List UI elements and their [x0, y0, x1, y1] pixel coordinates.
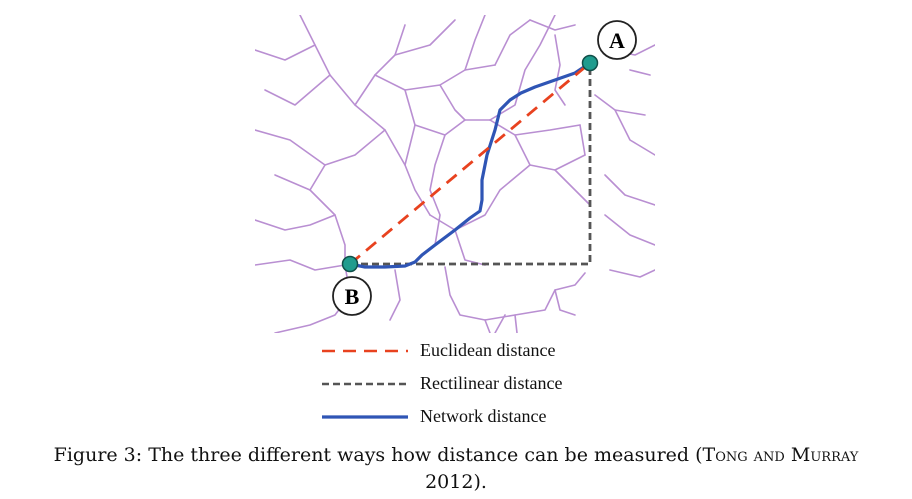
network-swatch — [322, 414, 408, 419]
node-b-point — [341, 255, 359, 273]
rectilinear-swatch — [322, 382, 408, 385]
network-path — [349, 61, 591, 269]
legend-label-rectilinear: Rectilinear distance — [420, 373, 563, 393]
caption-citation: Tong and Murray — [702, 444, 859, 466]
caption-prefix: Figure 3: The three different ways how d… — [53, 444, 703, 466]
rectilinear-path — [350, 63, 592, 266]
node-a-label-circle — [597, 20, 637, 60]
road-network — [255, 15, 655, 333]
node-b-label: B — [345, 284, 360, 309]
node-a-label: A — [609, 28, 625, 53]
caption-year: 2012). — [425, 471, 487, 493]
node-a-point — [581, 54, 599, 72]
node-b-label-circle — [332, 276, 372, 316]
figure-caption: Figure 3: The three different ways how d… — [0, 442, 912, 496]
legend-item-euclidean: Euclidean distance — [322, 334, 642, 367]
legend-item-network: Network distance — [322, 400, 642, 433]
legend: Euclidean distance Rectilinear distance … — [322, 334, 642, 433]
legend-label-euclidean: Euclidean distance — [420, 340, 556, 360]
euclidean-swatch — [322, 349, 408, 352]
euclidean-path — [349, 61, 591, 266]
legend-label-network: Network distance — [420, 406, 547, 426]
legend-item-rectilinear: Rectilinear distance — [322, 367, 642, 400]
road-network-map: A B — [255, 15, 655, 333]
